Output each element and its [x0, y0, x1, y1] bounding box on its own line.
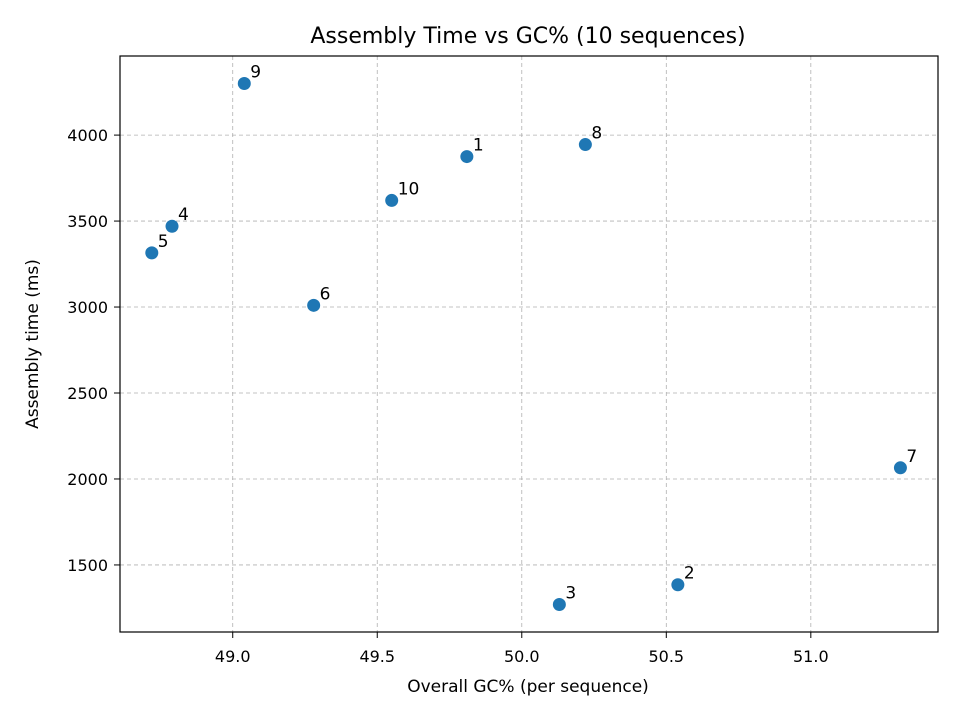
y-tick-label: 2500: [67, 384, 108, 403]
point-label: 8: [591, 124, 602, 144]
data-point: [145, 246, 159, 260]
data-point: [385, 193, 399, 207]
point-label: 2: [684, 564, 695, 584]
point-layer: 1 2 3 45 6 7 8 9 10: [145, 63, 917, 611]
x-tick-label: 50.5: [648, 647, 684, 666]
x-tick-label: 51.0: [793, 647, 829, 666]
point-label: 3: [565, 583, 576, 603]
data-point: [165, 219, 179, 233]
x-axis-label: Overall GC% (per sequence): [407, 677, 649, 697]
y-tick-label: 3000: [67, 298, 108, 317]
y-tick-label: 1500: [67, 556, 108, 575]
data-point: [893, 461, 907, 475]
x-tick-label: 49.0: [215, 647, 251, 666]
point-label: 5: [158, 232, 169, 252]
point-label: 9: [250, 63, 261, 83]
y-tick-label: 3500: [67, 212, 108, 231]
data-point: [671, 578, 685, 592]
data-point: [237, 77, 251, 91]
point-label: 1: [473, 136, 484, 156]
data-point: [578, 138, 592, 152]
x-tick-label: 50.0: [504, 647, 540, 666]
x-tick-label: 49.5: [359, 647, 395, 666]
chart-title: Assembly Time vs GC% (10 sequences): [310, 24, 745, 49]
y-tick-label: 2000: [67, 470, 108, 489]
point-label: 7: [906, 447, 917, 467]
grid-layer: [120, 56, 938, 632]
point-label: 6: [320, 284, 331, 304]
point-label: 4: [178, 205, 189, 225]
point-label: 10: [398, 179, 420, 199]
plot-frame: [119, 55, 939, 633]
y-axis-label: Assembly time (ms): [23, 259, 43, 429]
y-tick-label: 4000: [67, 126, 108, 145]
data-point: [552, 597, 566, 611]
data-point: [460, 150, 474, 164]
data-point: [307, 298, 321, 312]
tick-layer: 49.0 49.5 50.0 50.5 51.0 1500 2000 2500 3000 3500…: [67, 126, 828, 666]
